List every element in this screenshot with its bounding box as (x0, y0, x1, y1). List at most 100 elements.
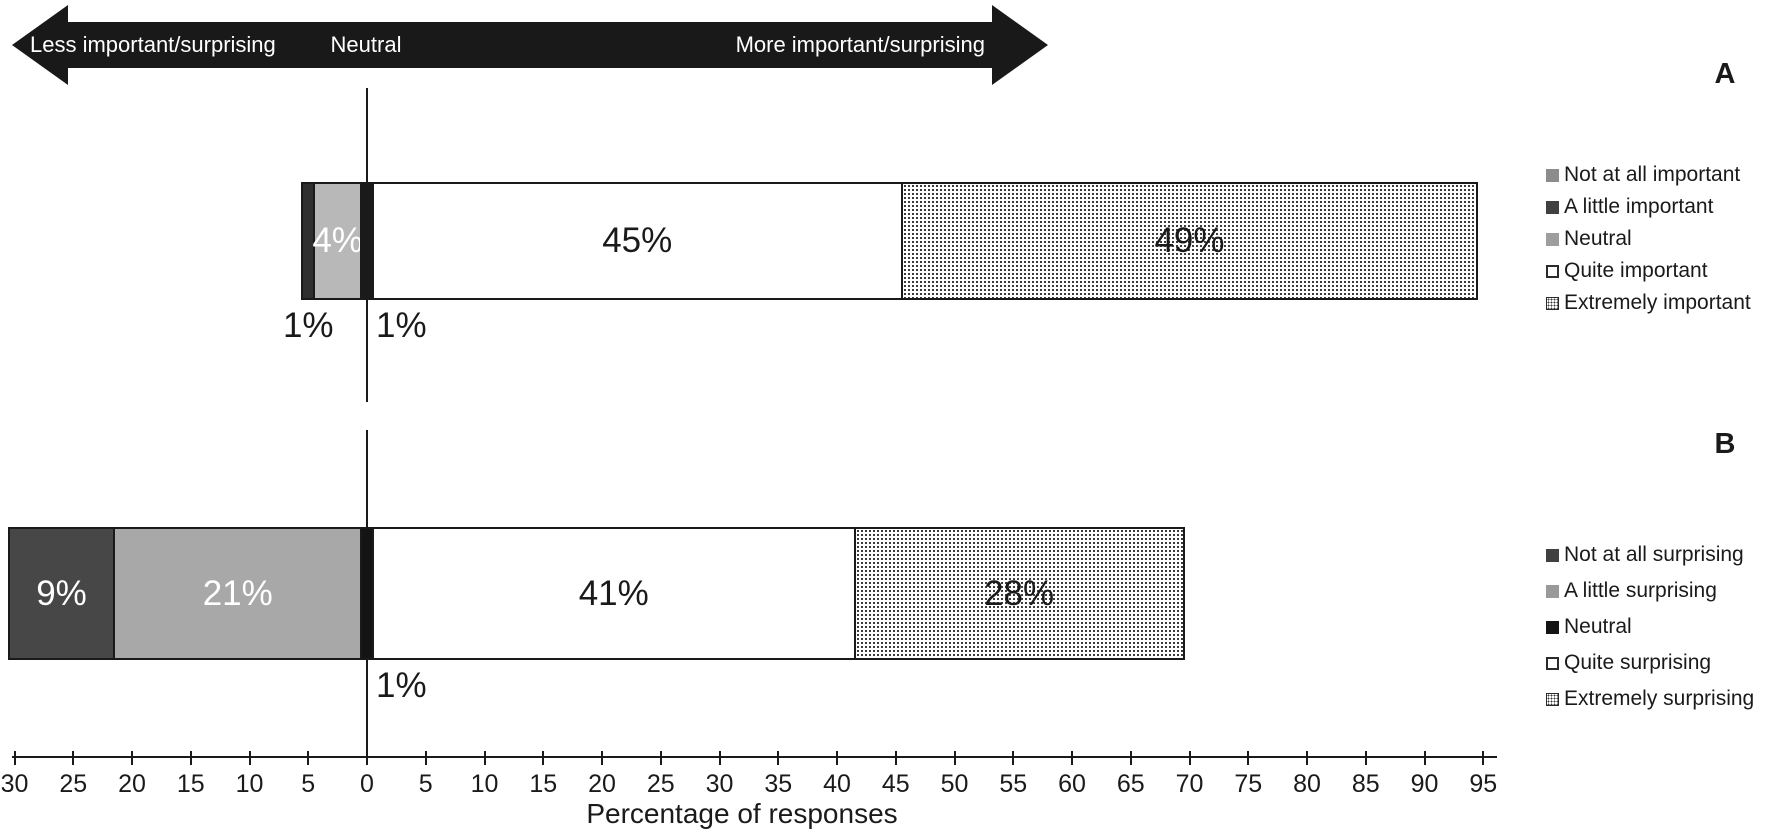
legend-item: Not at all important (1546, 159, 1751, 191)
x-axis-title: Percentage of responses (586, 798, 898, 829)
legend-label: Not at all surprising (1564, 543, 1744, 566)
x-axis-tick (1423, 751, 1426, 765)
legend-item: Extremely important (1546, 287, 1751, 319)
x-axis-tick (131, 751, 133, 765)
x-axis-tick (1071, 751, 1073, 765)
x-axis-tick-label: 50 (940, 770, 969, 798)
x-axis-tick (1364, 751, 1367, 765)
bar-segment-b: 9% (7, 527, 116, 660)
x-axis-tick-label: 30 (0, 770, 29, 798)
x-axis-tick (1306, 751, 1308, 765)
legend-label: Quite surprising (1564, 651, 1712, 674)
legend-item: Quite surprising (1546, 645, 1754, 681)
x-axis-tick (1129, 751, 1132, 765)
legend-label: Quite important (1564, 259, 1708, 282)
x-axis-tick (894, 751, 897, 765)
x-axis-tick (424, 751, 427, 765)
x-axis-tick (248, 751, 251, 765)
x-axis-tick-label: 65 (1116, 770, 1145, 798)
x-axis-tick-label: 70 (1175, 770, 1204, 798)
legend-label: Neutral (1564, 227, 1632, 250)
legend-swatch (1546, 168, 1559, 182)
panel-a-tag: A (1714, 58, 1736, 90)
x-axis-tick-label: 10 (470, 770, 499, 798)
x-axis-tick (72, 751, 75, 765)
legend-item: Neutral (1546, 609, 1754, 645)
bar-segment-a: 45% (371, 182, 903, 300)
legend-item: A little surprising (1546, 573, 1754, 609)
x-axis-tick-label: 30 (705, 770, 734, 798)
x-axis-tick-label: 35 (764, 770, 793, 798)
segment-label: 45% (602, 221, 673, 260)
segment-label: 41% (578, 573, 649, 613)
legend-swatch (1546, 620, 1559, 634)
x-axis-tick (601, 751, 603, 765)
panel-b-tag: B (1714, 428, 1736, 460)
legend-swatch (1546, 584, 1559, 598)
x-axis-tick-label: 25 (59, 770, 88, 798)
bar-segment-a: 49% (900, 182, 1479, 300)
x-axis-line (12, 756, 1497, 758)
legend-swatch (1546, 296, 1559, 310)
legend-item: Quite important (1546, 255, 1751, 287)
x-axis-tick (1012, 751, 1015, 765)
x-axis-tick (659, 751, 662, 765)
x-axis-tick (542, 751, 545, 765)
arrow-label-more: More important/surprising (735, 32, 985, 57)
legend-swatch (1546, 200, 1559, 214)
legend-panel-a: Not at all important A little important Ne… (1546, 159, 1751, 319)
legend-item: Extremely surprising (1546, 681, 1754, 717)
segment-label: 28% (984, 573, 1055, 613)
segment-label-below: 1% (376, 306, 427, 345)
x-axis-tick-label: 20 (118, 770, 146, 798)
x-axis-tick-label: 10 (235, 770, 264, 798)
x-axis-tick-label: 5 (301, 770, 316, 798)
x-axis-tick (1482, 751, 1485, 765)
x-axis-tick-label: 80 (1293, 770, 1321, 798)
x-axis-tick-label: 85 (1351, 770, 1380, 798)
x-axis-tick (366, 751, 368, 765)
bar-segment-b: 28% (853, 527, 1185, 660)
x-axis-tick-label: 75 (1234, 770, 1263, 798)
legend-label: A little important (1564, 195, 1714, 218)
bar-segment-b: 21% (113, 527, 363, 660)
legend-swatch (1546, 656, 1559, 670)
x-axis-tick-label: 45 (881, 770, 910, 798)
legend-label: A little surprising (1564, 579, 1717, 602)
x-axis-tick (836, 751, 838, 765)
x-axis-tick-label: 60 (1058, 770, 1086, 798)
x-axis-tick (953, 751, 956, 765)
legend-item: Neutral (1546, 223, 1751, 255)
segment-label: 49% (1154, 221, 1225, 260)
x-axis-tick (13, 751, 16, 765)
x-axis-tick (1247, 751, 1250, 765)
legend-swatch (1546, 548, 1559, 562)
segment-label: 21% (202, 573, 273, 613)
x-axis-tick-label: 20 (588, 770, 616, 798)
legend-swatch (1546, 692, 1559, 706)
segment-label-below: 1% (282, 306, 334, 345)
legend-label: Not at all important (1564, 163, 1741, 186)
legend-item: A little important (1546, 191, 1751, 223)
x-axis-tick-label: 40 (823, 770, 851, 798)
legend-swatch (1546, 264, 1559, 278)
legend-label: Neutral (1564, 615, 1632, 638)
bar-segment-a: 4% (312, 182, 363, 300)
arrow-left-head (12, 5, 68, 85)
legend-label: Extremely surprising (1564, 687, 1755, 710)
arrow-label-less: Less important/surprising (30, 32, 276, 57)
x-axis-tick-label: 25 (646, 770, 675, 798)
x-axis-tick (189, 751, 192, 765)
arrow-band (68, 22, 992, 68)
x-axis-tick-label: 15 (176, 770, 205, 798)
arrow-label-neutral: Neutral (330, 32, 402, 57)
legend-swatch (1546, 232, 1559, 246)
segment-label-below: 1% (376, 666, 427, 705)
x-axis-tick-label: 5 (418, 770, 433, 798)
x-axis-tick (483, 751, 486, 765)
x-axis-tick-label: 55 (999, 770, 1028, 798)
segment-label: 4% (312, 221, 363, 260)
x-axis-tick-label: 0 (360, 770, 374, 798)
legend-panel-b: Not at all surprising A little surprising… (1546, 537, 1754, 717)
